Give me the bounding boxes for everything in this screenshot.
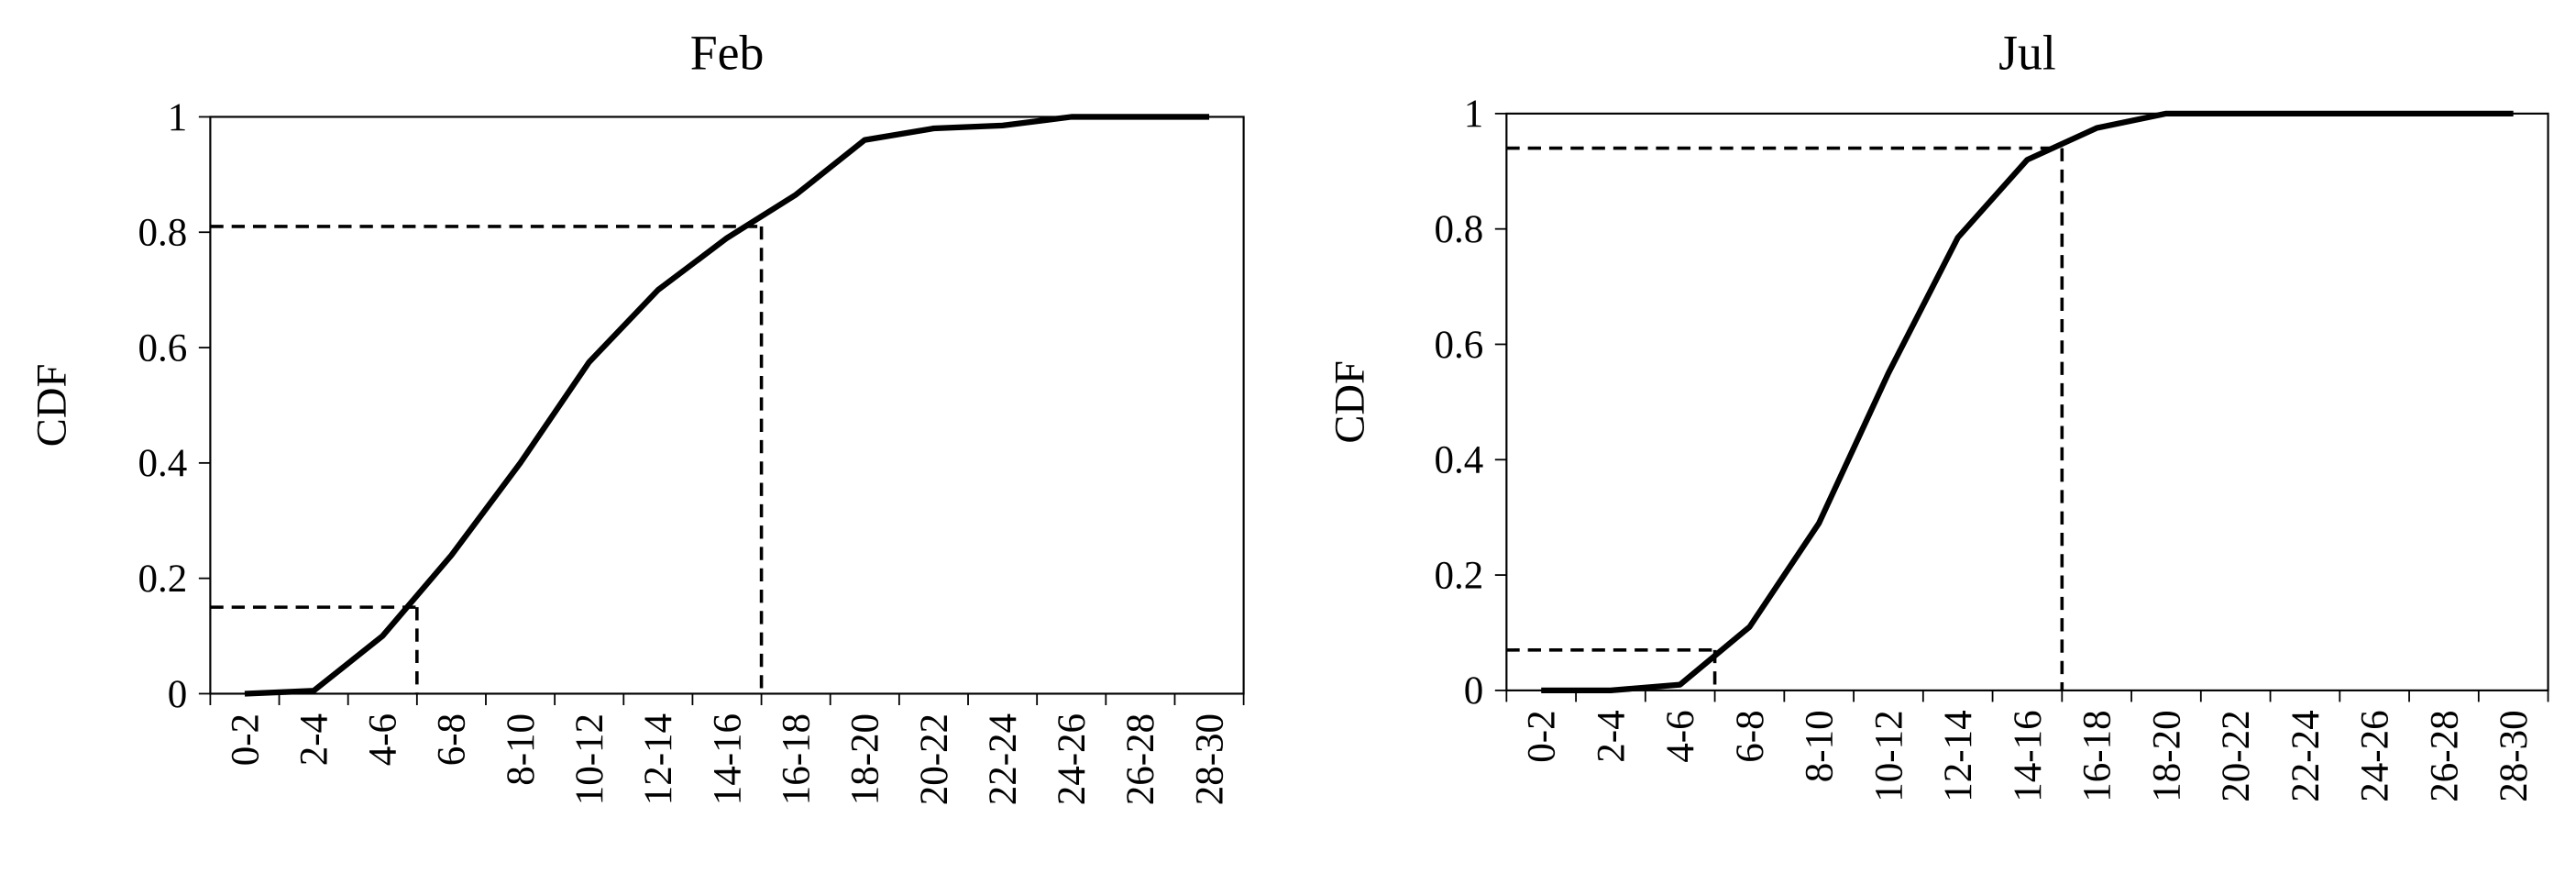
chart-title: Feb	[690, 25, 765, 80]
y-tick-label: 1	[1464, 93, 1484, 136]
y-tick-label: 0.6	[1435, 324, 1484, 367]
x-tick-label: 12-14	[1937, 710, 1980, 801]
x-tick-label: 18-20	[2145, 710, 2188, 801]
x-tick-label: 28-30	[2493, 710, 2536, 801]
y-tick-label: 0	[168, 673, 188, 716]
x-tick-label: 10-12	[1867, 710, 1910, 801]
x-tick-label: 8-10	[500, 713, 543, 786]
x-tick-label: 26-28	[1119, 713, 1162, 805]
x-tick-label: 8-10	[1799, 710, 1842, 782]
y-tick-label: 0.2	[138, 558, 188, 601]
cdf-line	[1541, 110, 2514, 694]
y-tick-label: 0.4	[138, 442, 188, 485]
y-tick-label: 0.8	[138, 212, 188, 255]
x-tick-label: 16-18	[2076, 710, 2119, 801]
x-tick-label: 0-2	[1521, 710, 1564, 762]
x-tick-label: 4-6	[1659, 710, 1702, 762]
x-tick-label: 2-4	[292, 713, 336, 766]
x-tick-label: 4-6	[362, 713, 405, 766]
x-tick-label: 6-8	[431, 713, 474, 766]
y-tick-label: 1	[168, 96, 188, 139]
plot-frame	[1505, 112, 2549, 691]
x-tick-label: 20-22	[2215, 710, 2258, 801]
cdf-line	[244, 114, 1210, 697]
y-tick-label: 0	[1464, 669, 1484, 713]
x-tick-label: 14-16	[2007, 710, 2050, 801]
y-tick-label: 0.6	[138, 326, 188, 370]
x-tick-label: 2-4	[1590, 710, 1633, 762]
x-tick-label: 14-16	[706, 713, 749, 805]
x-tick-label: 24-26	[1051, 713, 1094, 805]
y-tick-label: 0.4	[1435, 439, 1484, 482]
x-tick-label: 28-30	[1188, 713, 1231, 805]
chart-title: Jul	[1998, 25, 2056, 80]
x-tick-label: 12-14	[637, 713, 680, 805]
y-axis-label: CDF	[28, 364, 76, 448]
x-tick-label: 10-12	[568, 713, 611, 805]
y-axis-label: CDF	[1326, 360, 1373, 444]
x-tick-label: 6-8	[1729, 710, 1772, 762]
y-tick-label: 0.8	[1435, 208, 1484, 251]
x-tick-label: 18-20	[844, 713, 887, 805]
x-tick-label: 22-24	[2284, 710, 2328, 801]
x-tick-label: 20-22	[913, 713, 956, 805]
y-tick-label: 0.2	[1435, 554, 1484, 597]
plot-frame	[209, 116, 1245, 695]
x-tick-label: 24-26	[2354, 710, 2397, 801]
x-tick-label: 0-2	[224, 713, 267, 766]
x-tick-label: 22-24	[982, 713, 1025, 805]
x-tick-label: 26-28	[2423, 710, 2466, 801]
x-tick-label: 16-18	[775, 713, 818, 805]
